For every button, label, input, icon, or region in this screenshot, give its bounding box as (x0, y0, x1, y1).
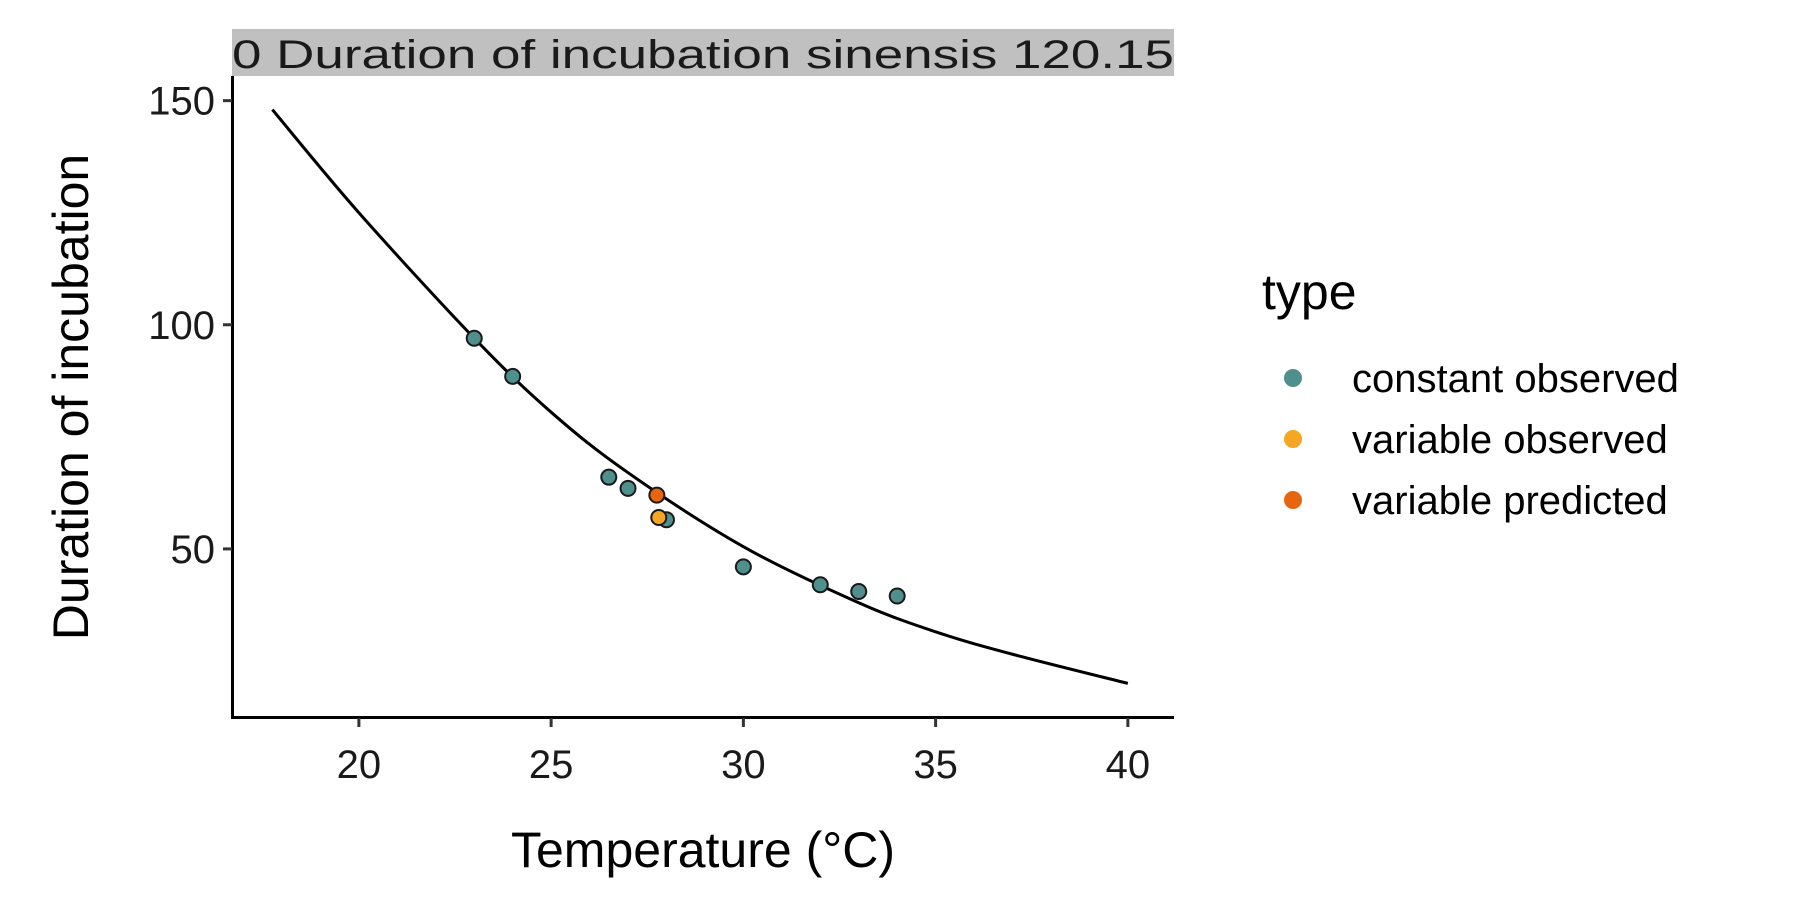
data-point (648, 486, 666, 504)
legend-key (1284, 369, 1302, 387)
y-tick-label: 150 (148, 80, 215, 124)
legend-title: type (1262, 264, 1357, 320)
data-point (504, 367, 522, 385)
x-tick-label: 20 (337, 743, 382, 787)
y-tick-label: 50 (171, 528, 216, 572)
legend-label: constant observed (1352, 357, 1679, 401)
legend-label: variable observed (1352, 418, 1668, 462)
plot-area (271, 108, 1129, 685)
strip-background (232, 29, 1174, 76)
legend: type constant observed variable observed v… (1262, 264, 1679, 523)
x-tick-label: 30 (721, 743, 766, 787)
data-point (811, 576, 829, 594)
x-tick-label: 25 (529, 743, 574, 787)
x-tick-label: 40 (1106, 743, 1151, 787)
strip-text: 0 Duration of incubation sinensis 120.15 (232, 33, 1174, 77)
fit-curve (271, 108, 1129, 685)
x-tick-label: 35 (913, 743, 958, 787)
legend-key (1284, 491, 1302, 509)
data-point (888, 587, 906, 605)
data-point (850, 582, 868, 600)
data-point (600, 468, 618, 486)
legend-label: variable predicted (1352, 479, 1668, 523)
legend-key (1284, 430, 1302, 448)
x-axis-title: Temperature (°C) (511, 822, 895, 878)
data-point (619, 479, 637, 497)
data-point (734, 558, 752, 576)
data-point (465, 329, 483, 347)
y-axis-title: Duration of incubation (43, 154, 99, 640)
y-axis-ticks: 50 100 150 (148, 80, 232, 572)
data-point (650, 509, 668, 527)
x-axis-ticks: 20 25 30 35 40 (337, 718, 1150, 787)
y-tick-label: 100 (148, 304, 215, 348)
